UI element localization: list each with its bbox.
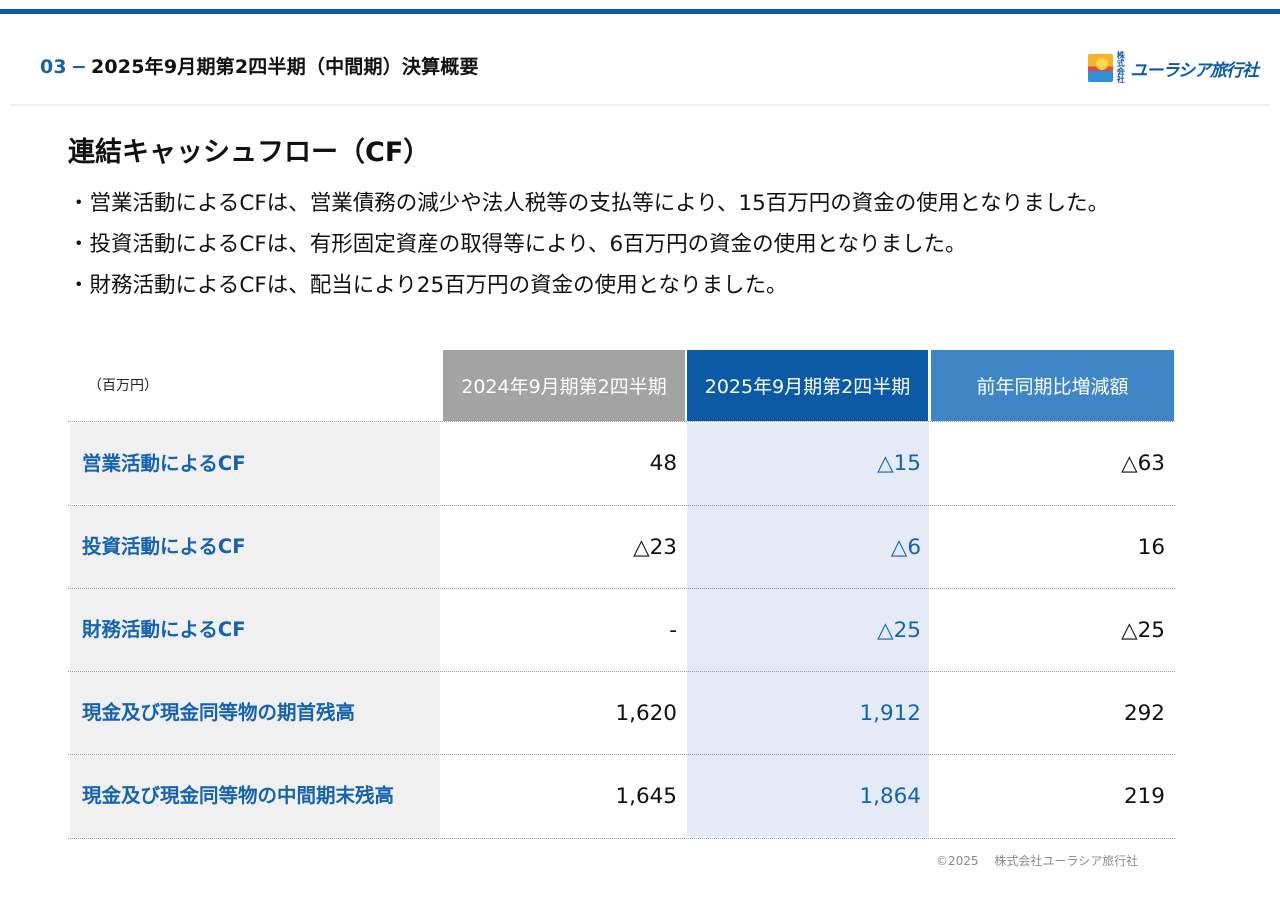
bullet-item: ・営業活動によるCFは、営業債務の減少や法人税等の支払等により、15百万円の資金… — [68, 191, 1110, 216]
row-separator — [68, 421, 1175, 422]
logo-small-text: 株式会社 — [1116, 51, 1125, 84]
column-header-change: 前年同期比増減額 — [931, 350, 1174, 421]
unit-label: （百万円） — [88, 378, 158, 394]
page-title: 連結キャッシュフロー（CF） — [68, 137, 431, 168]
logo-mark-icon — [1088, 54, 1113, 82]
cell-ending-change: 219 — [1123, 783, 1165, 809]
row-separator — [68, 671, 1175, 672]
highlight-column — [687, 423, 929, 837]
cell-opening-2024: 1,620 — [615, 700, 677, 726]
cell-investing-2025: △6 — [890, 534, 921, 560]
section-title-text: 2025年9月期第2四半期（中間期）決算概要 — [90, 56, 479, 78]
cell-operating-change: △63 — [1121, 451, 1165, 476]
cell-opening-change: 292 — [1123, 700, 1165, 726]
row-label-operating-cf: 営業活動によるCF — [70, 423, 440, 504]
column-header-2025: 2025年9月期第2四半期 — [687, 350, 928, 421]
row-separator — [68, 588, 1175, 589]
bullet-item: ・投資活動によるCFは、有形固定資産の取得等により、6百万円の資金の使用となりま… — [68, 232, 967, 257]
cell-operating-2025: △15 — [877, 451, 921, 476]
row-label-opening-cash: 現金及び現金同等物の期首残高 — [70, 672, 440, 754]
header-divider — [10, 104, 1270, 107]
row-separator — [68, 505, 1175, 506]
cell-investing-change: 16 — [1137, 534, 1165, 560]
table-bottom-border — [68, 838, 1175, 839]
copyright-footer: ©2025 株式会社ユーラシア旅行社 — [936, 854, 1139, 868]
cell-ending-2024: 1,645 — [615, 783, 677, 809]
row-separator — [68, 754, 1175, 755]
row-label-investing-cf: 投資活動によるCF — [70, 506, 440, 588]
cell-opening-2025: 1,912 — [859, 700, 921, 726]
section-number: 03 — [40, 56, 67, 78]
cell-operating-2024: 48 — [649, 451, 677, 476]
row-label-ending-cash: 現金及び現金同等物の中間期末残高 — [70, 755, 440, 837]
bullet-item: ・財務活動によるCFは、配当により25百万円の資金の使用となりました。 — [68, 273, 788, 298]
column-header-2024: 2024年9月期第2四半期 — [443, 350, 685, 421]
company-logo: 株式会社 ユーラシア旅行社 — [1088, 51, 1259, 84]
section-title: 03−2025年9月期第2四半期（中間期）決算概要 — [40, 52, 479, 79]
row-label-financing-cf: 財務活動によるCF — [70, 589, 440, 671]
cell-financing-2024: - — [669, 617, 677, 643]
cell-financing-2025: △25 — [877, 617, 921, 643]
section-dash: − — [70, 56, 87, 78]
cell-investing-2024: △23 — [633, 534, 677, 560]
cell-financing-change: △25 — [1121, 617, 1165, 643]
logo-text: ユーラシア旅行社 — [1130, 60, 1259, 81]
cell-ending-2025: 1,864 — [859, 783, 921, 809]
bullet-list: ・営業活動によるCFは、営業債務の減少や法人税等の支払等により、15百万円の資金… — [68, 183, 1198, 306]
top-accent-bar — [0, 9, 1280, 14]
